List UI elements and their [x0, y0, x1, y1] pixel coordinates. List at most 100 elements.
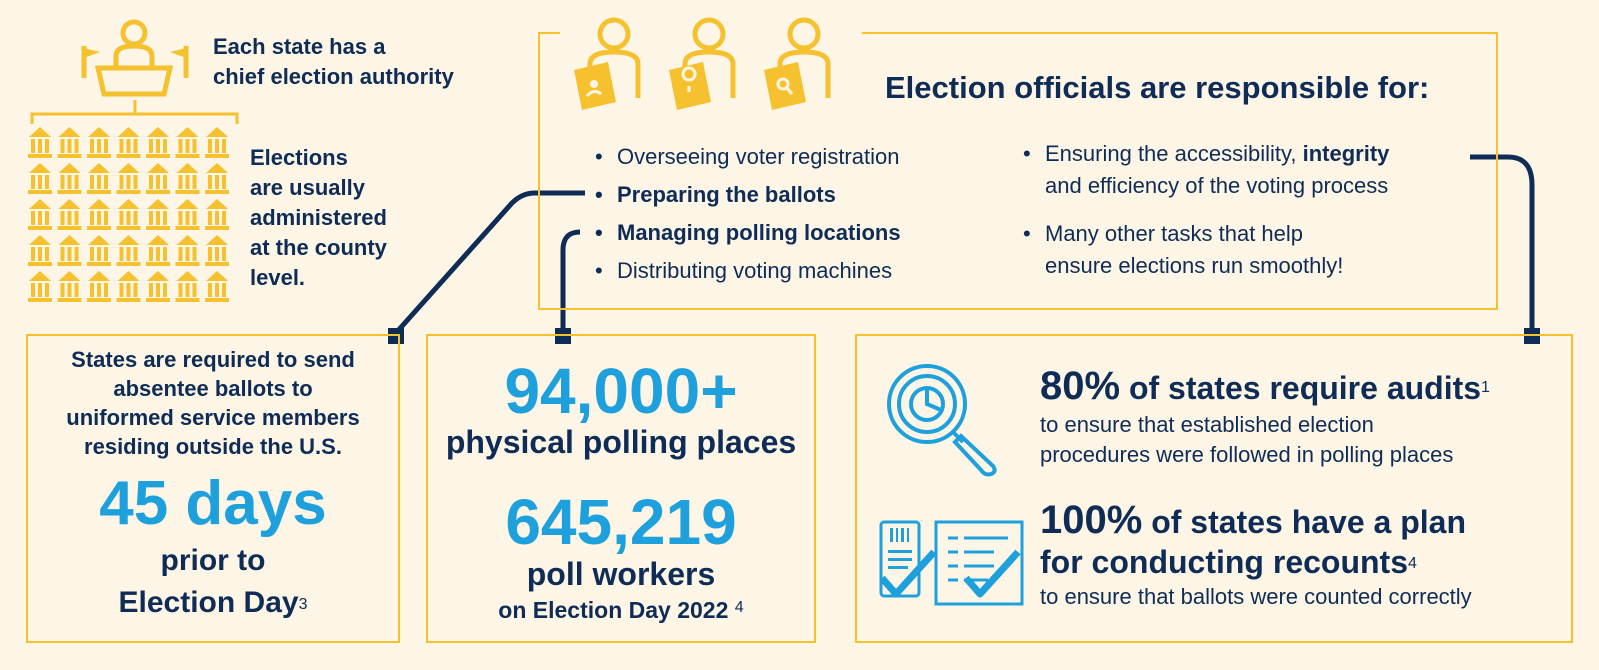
county-building-icon — [87, 235, 111, 266]
county-building-icon — [87, 163, 111, 194]
county-building-icon — [28, 199, 52, 230]
chief-line-2: chief election authority — [213, 64, 454, 89]
county-building-icon — [28, 163, 52, 194]
county-building-icon — [116, 127, 141, 158]
elections-line-4: at the county — [250, 235, 387, 260]
county-building-icon — [87, 199, 111, 230]
county-building-icon — [146, 271, 170, 302]
absentee-line-2: absentee ballots to — [113, 376, 313, 401]
audits-recounts-box — [855, 334, 1573, 643]
county-building-icon — [175, 199, 200, 230]
polling-places-stat: 94,000+ — [504, 355, 738, 427]
county-building-grid — [28, 127, 229, 302]
county-building-icon — [28, 271, 52, 302]
recounts-headline: 100% of states have a plan for conductin… — [1040, 500, 1466, 582]
magnifier-chart-icon — [887, 364, 997, 477]
officials-box — [538, 32, 1498, 310]
list-item-line2: ensure elections run smoothly! — [1045, 253, 1344, 278]
county-building-icon — [146, 235, 170, 266]
county-building-icon — [87, 127, 111, 158]
elections-line-2: are usually — [250, 175, 365, 200]
county-building-icon — [116, 163, 141, 194]
footnote-marker: 1 — [1481, 379, 1490, 396]
official-id-card-icon — [574, 17, 641, 110]
county-building-icon — [87, 271, 111, 302]
county-building-icon — [116, 235, 141, 266]
official-search-card-icon — [764, 17, 831, 110]
list-item-bold: integrity — [1302, 141, 1390, 166]
absentee-line-4: residing outside the U.S. — [84, 434, 342, 459]
list-item: Overseeing voter registration — [595, 138, 995, 176]
poll-workers-caption: poll workers — [526, 556, 716, 592]
list-item: Many other tasks that help ensure electi… — [1023, 218, 1463, 282]
list-item: Preparing the ballots — [595, 176, 995, 214]
polling-box — [426, 334, 816, 643]
county-building-icon — [146, 127, 170, 158]
ballot-checklist-icon — [879, 520, 1024, 606]
absentee-days-stat: 45 days — [99, 469, 327, 538]
county-building-icon — [116, 271, 141, 302]
absentee-line-3: uniformed service members — [66, 405, 360, 430]
county-building-icon — [175, 163, 200, 194]
absentee-caption: prior to Election Day3 — [28, 540, 398, 624]
list-item: Managing polling locations — [595, 214, 995, 252]
podium-person-icon — [81, 19, 189, 97]
elections-county-text: Elections are usually administered at th… — [250, 143, 430, 293]
recounts-percent: 100% — [1040, 498, 1143, 542]
recounts-subtext: to ensure that ballots were counted corr… — [1040, 584, 1472, 609]
officials-list-left: Overseeing voter registration Preparing … — [595, 138, 995, 290]
county-building-icon — [28, 235, 52, 266]
audits-subtext: to ensure that established election proc… — [1040, 410, 1453, 470]
chief-line-1: Each state has a — [213, 34, 386, 59]
county-building-icon — [57, 235, 82, 266]
elections-line-5: level. — [250, 265, 306, 290]
county-building-icon — [175, 127, 200, 158]
audits-sub-line-2: procedures were followed in polling plac… — [1040, 442, 1454, 467]
elections-line-1: Elections — [250, 145, 348, 170]
county-building-icon — [57, 199, 82, 230]
county-building-icon — [205, 127, 229, 158]
audits-percent: 80% — [1040, 364, 1121, 408]
county-building-icon — [205, 199, 229, 230]
list-item: Distributing voting machines — [595, 252, 995, 290]
polling-places-caption: physical polling places — [445, 424, 797, 460]
county-building-icon — [146, 163, 170, 194]
county-building-icon — [57, 163, 82, 194]
absentee-box — [26, 334, 400, 643]
absentee-line-1: States are required to send — [71, 347, 355, 372]
elections-line-3: administered — [250, 205, 387, 230]
audits-headline: 80% of states require audits1 — [1040, 364, 1490, 410]
county-building-icon — [57, 127, 82, 158]
footnote-marker: 4 — [734, 599, 744, 616]
list-item: Ensuring the accessibility, integrity an… — [1023, 138, 1463, 202]
county-building-icon — [205, 271, 229, 302]
list-item-text: Ensuring the accessibility, — [1045, 141, 1303, 166]
election-day-2022: on Election Day 2022 — [498, 597, 729, 623]
county-building-icon — [175, 235, 200, 266]
official-location-card-icon — [669, 17, 736, 110]
county-building-icon — [205, 163, 229, 194]
chief-authority-text: Each state has a chief election authorit… — [213, 32, 513, 92]
absentee-text: States are required to send absentee bal… — [28, 345, 398, 461]
officials-title: Election officials are responsible for: — [885, 70, 1430, 105]
list-item-text: Many other tasks that help — [1045, 221, 1304, 246]
hierarchy-bracket — [30, 100, 239, 124]
footnote-marker: 3 — [298, 596, 308, 613]
absentee-caption-1: prior to — [160, 544, 266, 577]
poll-workers-subcaption: on Election Day 2022 4 — [428, 597, 814, 624]
county-building-icon — [116, 199, 141, 230]
county-building-icon — [175, 271, 200, 302]
county-building-icon — [205, 235, 229, 266]
footnote-marker: 4 — [1408, 555, 1417, 572]
county-building-icon — [57, 271, 82, 302]
recounts-headline-1: of states have a plan — [1142, 504, 1466, 540]
absentee-caption-2: Election Day — [118, 586, 299, 619]
audits-headline-text: of states require audits — [1120, 370, 1482, 406]
recounts-headline-2: for conducting recounts — [1040, 544, 1408, 580]
audits-sub-line-1: to ensure that established election — [1040, 412, 1374, 437]
county-building-icon — [146, 199, 170, 230]
list-item-line2: and efficiency of the voting process — [1045, 173, 1389, 198]
poll-workers-stat: 645,219 — [505, 486, 737, 558]
county-building-icon — [28, 127, 52, 158]
